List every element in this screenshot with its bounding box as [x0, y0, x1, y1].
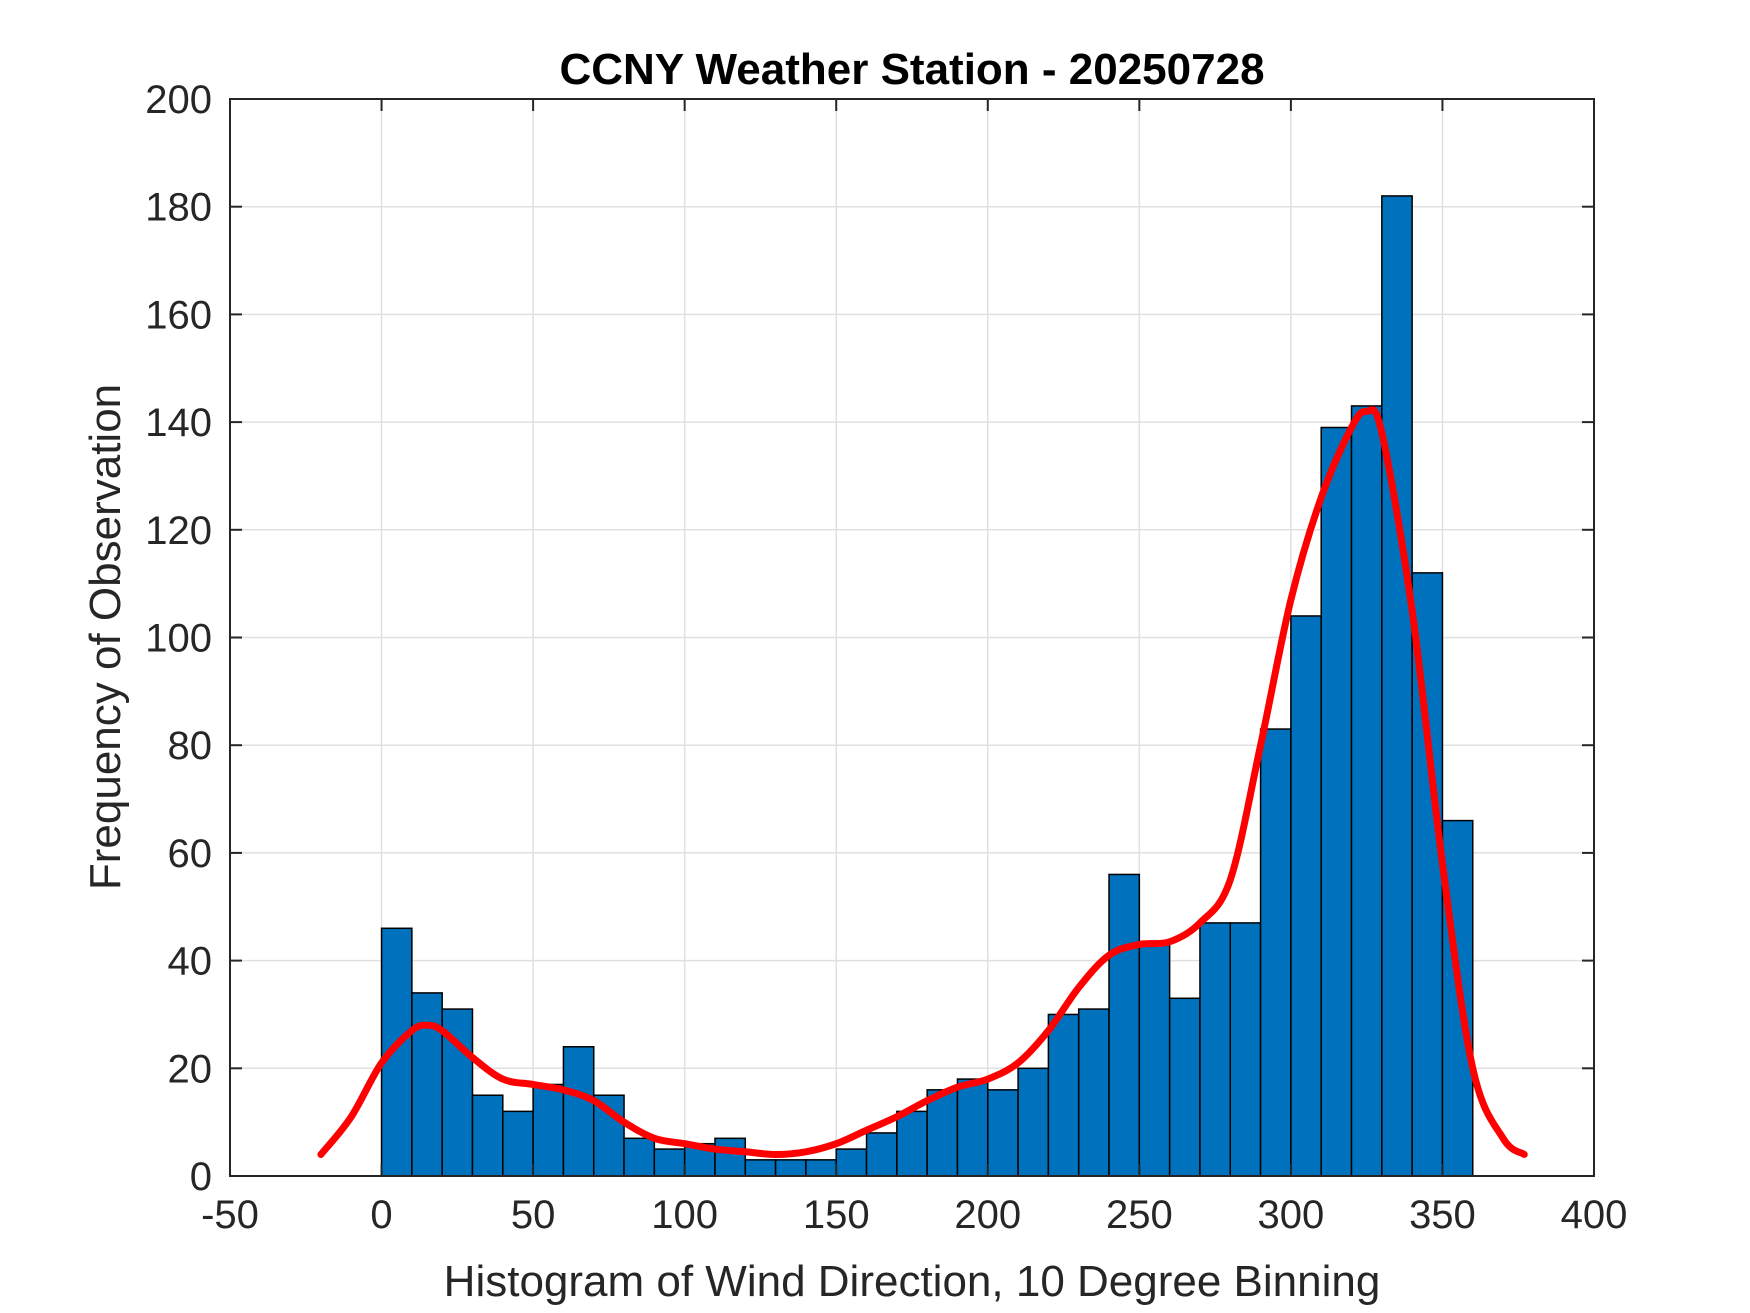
histogram-bar [987, 1089, 1019, 1177]
y-tick-label: 60 [168, 832, 213, 876]
histogram-bar [835, 1148, 868, 1177]
axis-ticks [229, 98, 1595, 1177]
histogram-bar [744, 1159, 777, 1177]
histogram-bar [1381, 195, 1413, 1177]
histogram-bar [411, 992, 443, 1177]
density-curve [317, 406, 1528, 1158]
chart-title: CCNY Weather Station - 20250728 [559, 45, 1264, 94]
y-axis-label: Frequency of Observation [81, 384, 130, 890]
histogram-bar [805, 1159, 837, 1177]
x-tick-label: 150 [803, 1193, 870, 1237]
x-tick-label: 250 [1106, 1193, 1173, 1237]
y-tick-label: 40 [168, 940, 213, 984]
histogram-bar [532, 1083, 565, 1177]
histogram-bar [1047, 1013, 1080, 1177]
x-axis-label: Histogram of Wind Direction, 10 Degree B… [444, 1257, 1381, 1306]
x-tick-label: 400 [1561, 1193, 1628, 1237]
histogram-bar [714, 1137, 747, 1177]
y-tick-label: 0 [190, 1155, 212, 1199]
histogram-bar [1168, 997, 1201, 1177]
x-tick-labels: -50 0 50 100 150 200 250 300 350 400 [201, 1193, 1627, 1237]
histogram-bar [896, 1110, 928, 1177]
density-curve-line [317, 406, 1528, 1158]
x-tick-label: 300 [1258, 1193, 1325, 1237]
x-tick-label: 50 [511, 1193, 556, 1237]
x-tick-label: 0 [370, 1193, 392, 1237]
histogram-bar [1290, 615, 1322, 1177]
histogram-bar [1138, 943, 1171, 1177]
histogram-bar [926, 1089, 959, 1177]
x-tick-label: 350 [1409, 1193, 1476, 1237]
histogram-bar [956, 1078, 989, 1177]
y-tick-label: 140 [145, 401, 212, 445]
y-tick-label: 100 [145, 617, 212, 661]
y-tick-label: 80 [168, 724, 213, 768]
y-tick-label: 180 [145, 186, 212, 230]
x-tick-label: 200 [954, 1193, 1021, 1237]
y-tick-label: 20 [168, 1047, 213, 1091]
y-tick-label: 160 [145, 293, 212, 337]
histogram-bar [653, 1148, 686, 1177]
histogram-bar [1229, 922, 1262, 1177]
histogram-bar [1259, 728, 1292, 1177]
histogram-bar [1077, 1008, 1110, 1177]
x-tick-label: -50 [201, 1193, 259, 1237]
y-tick-label: 120 [145, 509, 212, 553]
histogram-bar [1108, 873, 1141, 1177]
x-tick-label: 100 [651, 1193, 718, 1237]
histogram-bar [865, 1132, 898, 1177]
y-tick-labels: 0 20 40 60 80 100 120 140 160 180 200 [145, 78, 212, 1199]
histogram-bar [562, 1046, 595, 1177]
y-tick-label: 200 [145, 78, 212, 122]
histogram-bar [774, 1159, 807, 1177]
histogram-bar [502, 1110, 534, 1177]
histogram-bar [1320, 426, 1353, 1177]
histogram-bar [623, 1137, 656, 1177]
histogram-bar [471, 1094, 504, 1177]
histogram-bar [1350, 405, 1383, 1177]
histogram-bar [1017, 1067, 1050, 1177]
histogram-bar [1199, 922, 1232, 1177]
